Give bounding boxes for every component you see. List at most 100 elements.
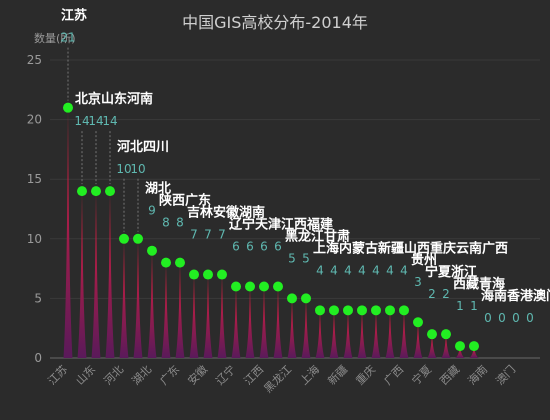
bar-江西 bbox=[259, 286, 269, 358]
name-label-group-11: 西藏青海 bbox=[453, 276, 505, 292]
value-label-湖南: 7 bbox=[218, 228, 226, 242]
marker-辽宁 bbox=[231, 281, 241, 292]
x-tick-新疆: 新疆 bbox=[325, 362, 350, 387]
bar-北京 bbox=[77, 191, 87, 358]
marker-黑龙江 bbox=[287, 293, 297, 304]
bar-湖北 bbox=[147, 250, 157, 358]
bar-青海 bbox=[469, 346, 479, 358]
bar-湖南 bbox=[217, 274, 227, 358]
value-label-上海: 4 bbox=[316, 263, 324, 277]
name-label-group-9: 贵州 bbox=[411, 252, 437, 268]
bar-河北 bbox=[119, 238, 129, 358]
value-label-湖北: 9 bbox=[148, 204, 156, 218]
value-label-江苏: 21 bbox=[60, 31, 75, 45]
value-label-吉林: 7 bbox=[190, 228, 198, 242]
bar-河南 bbox=[105, 191, 115, 358]
bar-内蒙古 bbox=[329, 310, 339, 358]
marker-湖北 bbox=[147, 245, 157, 256]
bar-山西 bbox=[357, 310, 367, 358]
bar-安徽 bbox=[203, 274, 213, 358]
value-label-北京: 14 bbox=[74, 114, 89, 128]
marker-广西 bbox=[399, 305, 409, 316]
name-label-group-7: 黑龙江甘肃 bbox=[285, 228, 350, 244]
x-tick-河北: 河北 bbox=[101, 363, 126, 388]
marker-河南 bbox=[105, 186, 115, 197]
marker-新疆 bbox=[343, 305, 353, 316]
marker-吉林 bbox=[189, 269, 199, 280]
y-tick-20: 20 bbox=[27, 113, 42, 127]
value-label-西藏: 1 bbox=[456, 299, 464, 313]
bar-云南 bbox=[385, 310, 395, 358]
bar-贵州 bbox=[413, 322, 423, 358]
marker-天津 bbox=[245, 281, 255, 292]
bar-福建 bbox=[273, 286, 283, 358]
bar-广东 bbox=[175, 262, 185, 358]
value-label-宁夏: 2 bbox=[428, 287, 436, 301]
name-label-group-2: 河北四川 bbox=[117, 139, 169, 155]
marker-陕西 bbox=[161, 257, 171, 268]
marker-安徽 bbox=[203, 269, 213, 280]
bar-天津 bbox=[245, 286, 255, 358]
name-label-group-1: 北京山东河南 bbox=[75, 91, 153, 107]
bar-浙江 bbox=[441, 334, 451, 358]
name-label-group-4: 陕西广东 bbox=[159, 193, 211, 209]
marker-河北 bbox=[119, 233, 129, 244]
value-label-天津: 6 bbox=[246, 239, 254, 253]
x-tick-江西: 江西 bbox=[241, 363, 266, 388]
y-tick-0: 0 bbox=[34, 351, 42, 365]
value-label-重庆: 4 bbox=[372, 263, 380, 277]
name-label-group-0: 江苏 bbox=[61, 8, 87, 24]
x-tick-重庆: 重庆 bbox=[353, 362, 378, 387]
name-label-group-10: 宁夏浙江 bbox=[425, 264, 477, 280]
value-label-内蒙古: 4 bbox=[330, 263, 338, 277]
marker-贵州 bbox=[413, 317, 423, 328]
name-label-group-6: 辽宁天津江西福建 bbox=[229, 216, 333, 232]
x-tick-西藏: 西藏 bbox=[437, 363, 462, 388]
name-label-group-12: 海南香港澳门台湾 bbox=[481, 288, 550, 304]
value-label-甘肃: 5 bbox=[302, 251, 310, 265]
bar-上海 bbox=[315, 310, 325, 358]
value-label-黑龙江: 5 bbox=[288, 251, 296, 265]
value-label-香港: 0 bbox=[498, 311, 506, 325]
bar-宁夏 bbox=[427, 334, 437, 358]
bar-辽宁 bbox=[231, 286, 241, 358]
value-label-浙江: 2 bbox=[442, 287, 450, 301]
marker-山西 bbox=[357, 305, 367, 316]
bar-黑龙江 bbox=[287, 298, 297, 358]
x-tick-安徽: 安徽 bbox=[185, 362, 210, 387]
marker-云南 bbox=[385, 305, 395, 316]
marker-青海 bbox=[469, 341, 479, 352]
marker-甘肃 bbox=[301, 293, 311, 304]
x-tick-宁夏: 宁夏 bbox=[409, 362, 434, 387]
marker-北京 bbox=[77, 186, 87, 197]
y-tick-10: 10 bbox=[27, 232, 42, 246]
name-label-group-3: 湖北 bbox=[145, 182, 171, 197]
value-label-安徽: 7 bbox=[204, 228, 212, 242]
value-label-辽宁: 6 bbox=[232, 239, 240, 253]
x-tick-江苏: 江苏 bbox=[45, 363, 70, 388]
value-label-江西: 6 bbox=[260, 239, 268, 253]
y-tick-25: 25 bbox=[27, 53, 42, 67]
bar-陕西 bbox=[161, 262, 171, 358]
value-label-福建: 6 bbox=[274, 239, 282, 253]
marker-湖南 bbox=[217, 269, 227, 280]
bar-吉林 bbox=[189, 274, 199, 358]
bars bbox=[63, 102, 479, 359]
bar-四川 bbox=[133, 238, 143, 358]
bar-甘肃 bbox=[301, 298, 311, 358]
marker-西藏 bbox=[455, 341, 465, 352]
value-label-海南: 0 bbox=[484, 311, 492, 325]
x-tick-山东: 山东 bbox=[73, 363, 98, 388]
value-label-贵州: 3 bbox=[414, 275, 422, 289]
marker-广东 bbox=[175, 257, 185, 268]
marker-浙江 bbox=[441, 329, 451, 340]
value-label-山东: 14 bbox=[88, 114, 103, 128]
value-label-云南: 4 bbox=[386, 263, 394, 277]
value-label-台湾: 0 bbox=[526, 311, 534, 325]
x-tick-广西: 广西 bbox=[381, 363, 406, 388]
x-tick-辽宁: 辽宁 bbox=[213, 362, 238, 387]
y-axis-label: 数量(所) bbox=[34, 32, 76, 45]
marker-江苏 bbox=[63, 102, 73, 113]
